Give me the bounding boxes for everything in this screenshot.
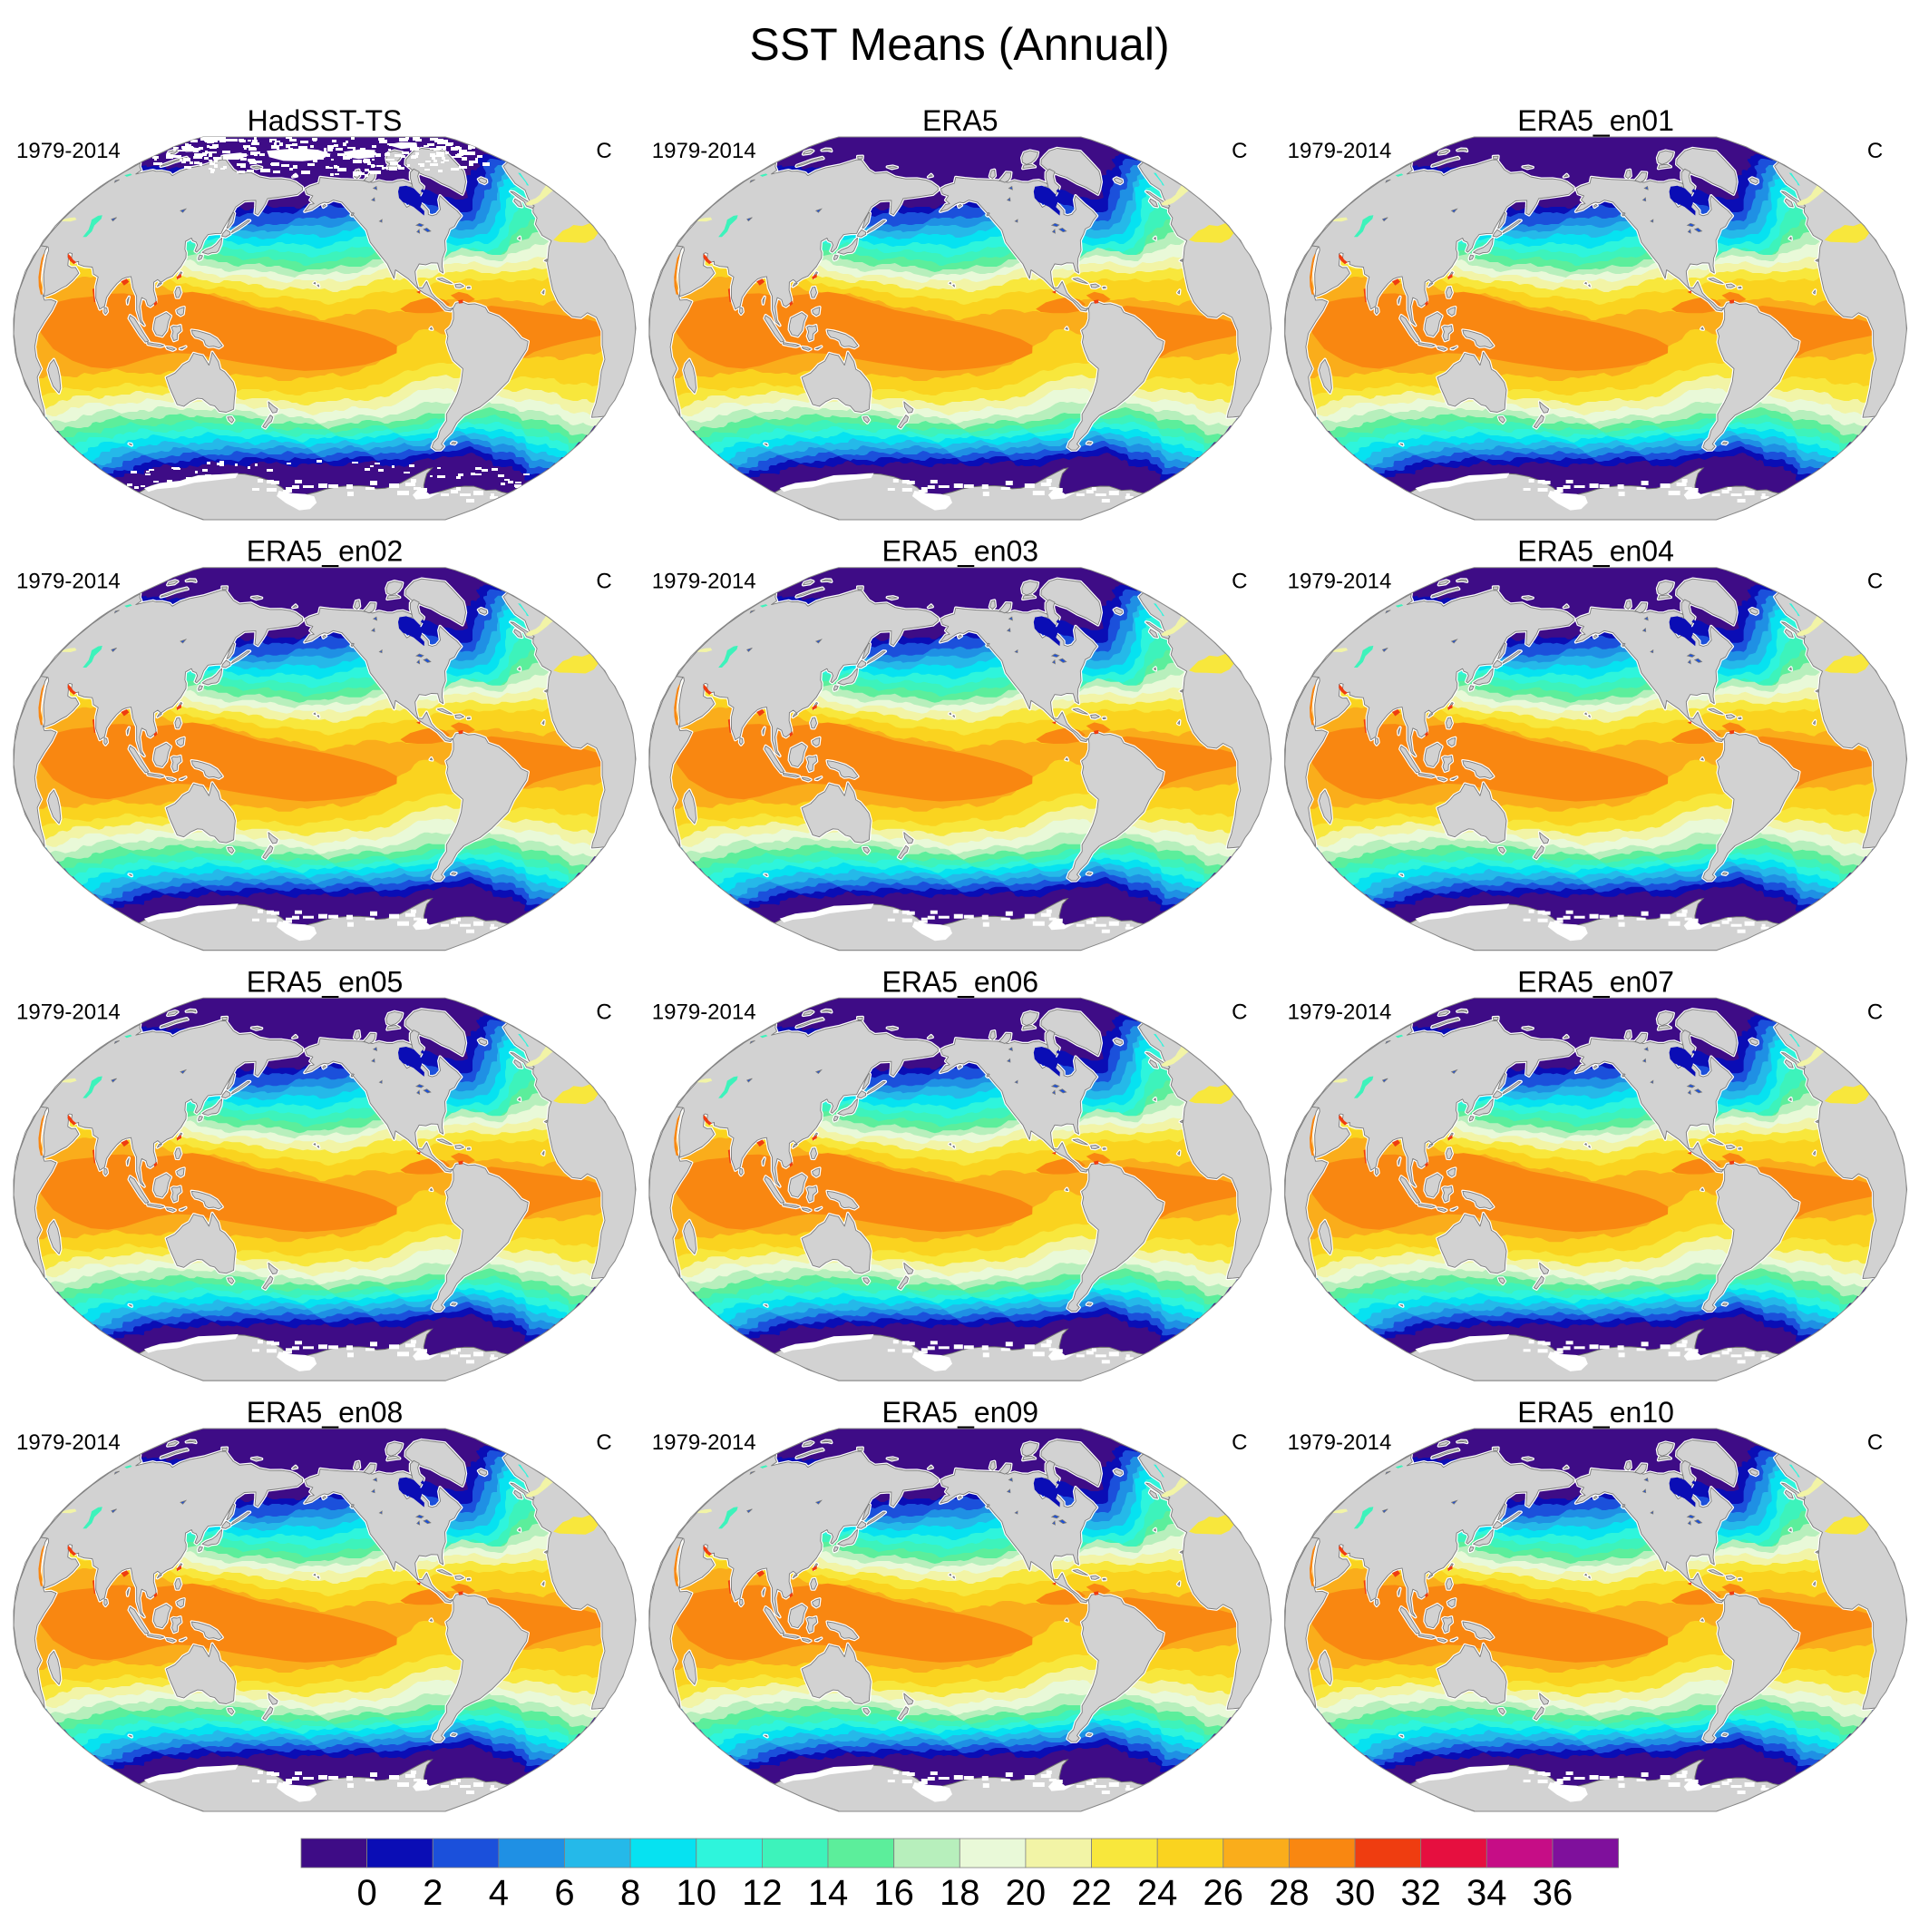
svg-text:1979-2014: 1979-2014 (652, 1000, 756, 1024)
svg-text:SST Means (Annual): SST Means (Annual) (749, 19, 1169, 70)
svg-text:C: C (1232, 139, 1247, 163)
svg-text:C: C (1232, 1430, 1247, 1455)
svg-text:ERA5_en06: ERA5_en06 (882, 965, 1039, 998)
svg-text:1979-2014: 1979-2014 (652, 570, 756, 594)
svg-text:22: 22 (1071, 1873, 1112, 1913)
svg-text:ERA5_en05: ERA5_en05 (247, 965, 404, 998)
svg-text:C: C (1867, 1430, 1883, 1455)
svg-text:8: 8 (620, 1873, 640, 1913)
svg-text:18: 18 (940, 1873, 980, 1913)
svg-text:26: 26 (1203, 1873, 1244, 1913)
svg-text:24: 24 (1137, 1873, 1178, 1913)
svg-text:20: 20 (1006, 1873, 1047, 1913)
svg-text:4: 4 (489, 1873, 509, 1913)
svg-text:ERA5_en02: ERA5_en02 (247, 535, 404, 568)
svg-text:ERA5_en10: ERA5_en10 (1517, 1396, 1674, 1429)
svg-text:10: 10 (677, 1873, 717, 1913)
svg-text:1979-2014: 1979-2014 (1288, 570, 1392, 594)
svg-text:C: C (596, 139, 611, 163)
svg-text:16: 16 (873, 1873, 914, 1913)
svg-text:1979-2014: 1979-2014 (16, 1430, 121, 1455)
svg-text:C: C (1867, 570, 1883, 594)
svg-text:ERA5_en01: ERA5_en01 (1517, 104, 1674, 137)
svg-text:34: 34 (1466, 1873, 1507, 1913)
svg-text:1979-2014: 1979-2014 (652, 1430, 756, 1455)
svg-text:C: C (596, 570, 611, 594)
svg-text:1979-2014: 1979-2014 (16, 139, 121, 163)
svg-text:32: 32 (1400, 1873, 1441, 1913)
svg-text:ERA5: ERA5 (922, 104, 998, 137)
svg-text:1979-2014: 1979-2014 (16, 570, 121, 594)
svg-text:14: 14 (808, 1873, 849, 1913)
svg-text:36: 36 (1533, 1873, 1573, 1913)
svg-text:12: 12 (742, 1873, 783, 1913)
svg-text:ERA5_en04: ERA5_en04 (1517, 535, 1674, 568)
svg-text:ERA5_en08: ERA5_en08 (247, 1396, 404, 1429)
svg-text:2: 2 (423, 1873, 443, 1913)
svg-text:30: 30 (1335, 1873, 1376, 1913)
svg-text:6: 6 (554, 1873, 574, 1913)
svg-text:HadSST-TS: HadSST-TS (248, 104, 403, 137)
svg-text:C: C (596, 1000, 611, 1024)
svg-text:1979-2014: 1979-2014 (1288, 1430, 1392, 1455)
svg-text:0: 0 (356, 1873, 376, 1913)
svg-text:C: C (1232, 570, 1247, 594)
svg-text:1979-2014: 1979-2014 (1288, 139, 1392, 163)
svg-text:1979-2014: 1979-2014 (16, 1000, 121, 1024)
svg-text:1979-2014: 1979-2014 (1288, 1000, 1392, 1024)
svg-text:ERA5_en03: ERA5_en03 (882, 535, 1039, 568)
svg-text:C: C (1867, 1000, 1883, 1024)
svg-text:C: C (596, 1430, 611, 1455)
svg-text:C: C (1232, 1000, 1247, 1024)
svg-text:28: 28 (1269, 1873, 1310, 1913)
svg-text:ERA5_en07: ERA5_en07 (1517, 965, 1674, 998)
svg-text:ERA5_en09: ERA5_en09 (882, 1396, 1039, 1429)
svg-text:C: C (1867, 139, 1883, 163)
svg-text:1979-2014: 1979-2014 (652, 139, 756, 163)
